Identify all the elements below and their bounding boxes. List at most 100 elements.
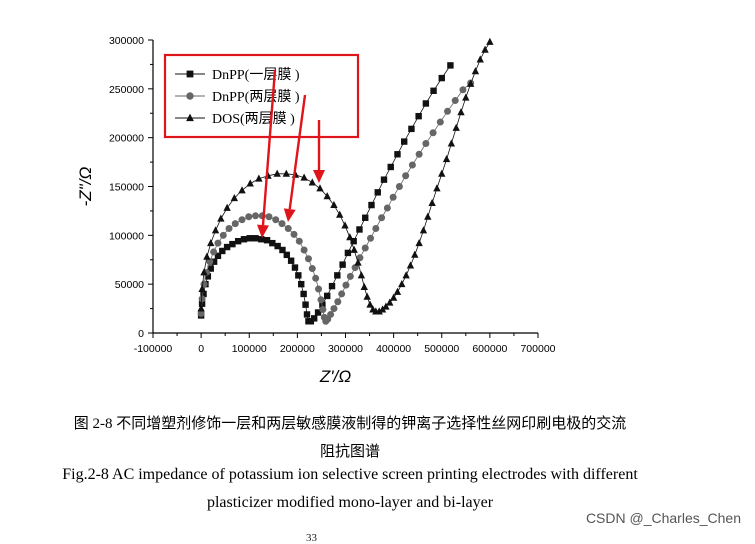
data-point [206, 258, 214, 266]
y-tick-label: 250000 [109, 84, 144, 96]
x-tick-label: 0 [198, 343, 204, 355]
y-tick-label: 200000 [109, 133, 144, 145]
data-point [223, 203, 231, 211]
data-point [210, 248, 218, 256]
data-point [383, 204, 391, 212]
legend-label: DnPP(一层膜 ) [212, 67, 300, 83]
data-point [298, 280, 305, 288]
data-point [346, 272, 354, 280]
data-point [346, 233, 354, 241]
data-point [408, 125, 415, 133]
data-point [319, 301, 326, 308]
data-point [217, 214, 225, 222]
data-point [481, 45, 489, 53]
legend-label: DOS(两层膜 ) [212, 111, 295, 127]
data-point [356, 226, 363, 233]
data-point [366, 300, 374, 308]
data-point [283, 251, 290, 259]
axes-group: -100000 0 100000 200000 300000 400000 500000 60… [76, 35, 556, 386]
data-point [330, 200, 338, 209]
data-point [225, 224, 233, 232]
data-point [219, 231, 227, 239]
data-point [336, 210, 344, 218]
data-point [438, 74, 445, 82]
data-point [334, 298, 342, 306]
data-point [471, 67, 480, 75]
data-point [207, 265, 214, 272]
data-point [451, 97, 459, 105]
y-tick-label: 300000 [109, 35, 144, 47]
impedance-chart: -100000 0 100000 200000 300000 400000 500000 60… [76, 35, 556, 386]
data-point [444, 107, 452, 115]
data-point [278, 220, 286, 228]
data-point [314, 309, 322, 316]
data-point [447, 62, 454, 69]
data-point [415, 112, 422, 120]
data-point [245, 213, 253, 221]
data-point [238, 216, 246, 224]
data-point [378, 305, 387, 313]
data-point [387, 163, 394, 171]
data-point [263, 237, 271, 244]
data-point [300, 173, 308, 181]
page-number: 33 [306, 532, 317, 544]
data-point [304, 255, 312, 263]
data-point [287, 257, 295, 264]
data-point [200, 268, 208, 276]
data-point [219, 247, 226, 255]
data-point [295, 272, 302, 279]
annotation-arrow-head [313, 170, 325, 183]
data-point [433, 184, 441, 192]
annotation-arrows [257, 69, 325, 238]
data-point [415, 150, 423, 158]
data-point [246, 179, 254, 187]
data-point [282, 169, 290, 177]
y-tick-label: 150000 [109, 182, 144, 194]
data-point [211, 226, 220, 234]
series-circle [197, 79, 475, 325]
data-point [344, 249, 352, 257]
data-point [386, 298, 394, 306]
data-point [466, 79, 475, 87]
data-point [419, 226, 428, 234]
data-point [240, 236, 248, 243]
legend-marker [186, 70, 194, 78]
annotation-arrow-head [283, 208, 296, 222]
data-point [317, 296, 325, 304]
data-point [411, 250, 419, 258]
data-point [204, 273, 212, 280]
data-point [354, 258, 362, 266]
legend-marker [186, 92, 194, 100]
data-point [428, 198, 436, 207]
caption-cn-line1: 图 2-8 不同增塑剂修饰一层和两层敏感膜液制得的钾离子选择性丝网印刷电极的交流 [73, 416, 627, 432]
csdn-watermark: CSDN @_Charles_Chen [585, 510, 741, 526]
data-point [368, 201, 375, 209]
data-point [291, 264, 299, 271]
x-tick-label: 400000 [376, 343, 411, 355]
y-axis-title: -Z"/Ω [76, 167, 95, 207]
x-tick-label: 200000 [280, 343, 315, 355]
data-point [207, 238, 215, 247]
data-point [389, 193, 397, 201]
data-point [351, 264, 359, 272]
data-point [316, 184, 324, 192]
data-point [303, 311, 311, 318]
data-point [393, 287, 402, 295]
legend: DnPP(一层膜 ) DnPP(两层膜 ) DOS(两层膜 ) [163, 53, 360, 139]
annotation-arrow-shaft [261, 69, 277, 226]
data-point [272, 216, 280, 224]
data-point [295, 237, 303, 245]
data-point [378, 214, 386, 222]
data-point [200, 290, 207, 298]
data-point [302, 301, 309, 308]
data-point [315, 285, 323, 293]
data-point [311, 315, 318, 322]
data-point [341, 221, 349, 229]
data-point [203, 252, 211, 260]
series-group [197, 37, 494, 325]
data-point [350, 237, 357, 245]
data-point [300, 290, 307, 298]
data-point [252, 212, 260, 220]
data-point [214, 252, 222, 260]
data-point [382, 302, 390, 310]
